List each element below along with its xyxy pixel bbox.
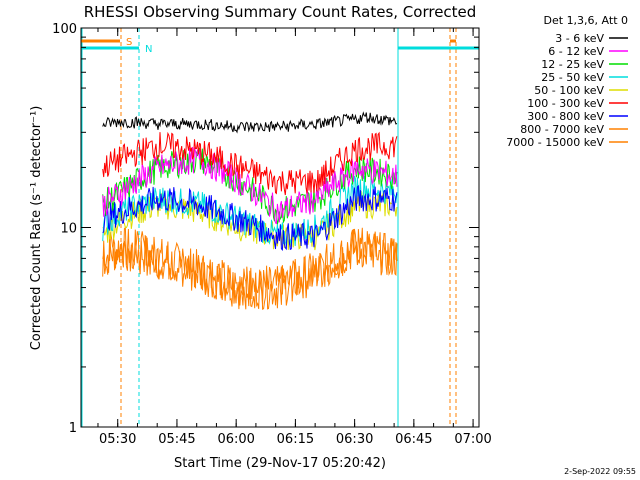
legend-label: 25 - 50 keV	[541, 71, 604, 84]
series-line-3-6-kev	[102, 111, 398, 134]
annotation-n: N	[145, 44, 152, 55]
legend-title: Det 1,3,6, Att 0	[544, 14, 628, 27]
legend-label: 12 - 25 keV	[541, 58, 604, 71]
annotation-s: S	[126, 37, 132, 48]
y-tick-label: 1	[69, 421, 77, 436]
footer-timestamp: 2-Sep-2022 09:55	[564, 467, 636, 476]
legend-label: 100 - 300 keV	[527, 97, 604, 110]
series-line-25-50-kev	[102, 175, 398, 246]
legend-label: 6 - 12 keV	[548, 45, 604, 58]
y-axis-label: Corrected Count Rate (s⁻¹ detector⁻¹)	[29, 106, 44, 351]
legend-label: 7000 - 15000 keV	[506, 136, 604, 149]
x-tick-label: 06:30	[336, 432, 373, 447]
y-tick-label: 100	[52, 22, 77, 37]
series-line-800-7000-kev	[102, 229, 398, 310]
x-tick-label: 05:30	[99, 432, 136, 447]
chart-title: RHESSI Observing Summary Count Rates, Co…	[84, 3, 477, 21]
x-tick-label: 07:00	[454, 432, 491, 447]
series-line-6-12-kev	[102, 146, 398, 225]
legend-label: 300 - 800 keV	[527, 110, 604, 123]
series-line-300-800-kev	[102, 184, 398, 251]
x-tick-label: 06:45	[395, 432, 432, 447]
legend-label: 3 - 6 keV	[555, 32, 604, 45]
x-axis-label: Start Time (29-Nov-17 05:20:42)	[174, 456, 386, 471]
x-tick-label: 06:15	[277, 432, 314, 447]
x-tick-label: 05:45	[158, 432, 195, 447]
legend-label: 800 - 7000 keV	[520, 123, 604, 136]
y-tick-label: 10	[60, 222, 77, 237]
series-line-100-300-kev	[102, 131, 398, 196]
x-tick-label: 06:00	[217, 432, 254, 447]
series-line-7000-15000-kev	[102, 226, 398, 310]
legend-label: 50 - 100 keV	[534, 84, 604, 97]
